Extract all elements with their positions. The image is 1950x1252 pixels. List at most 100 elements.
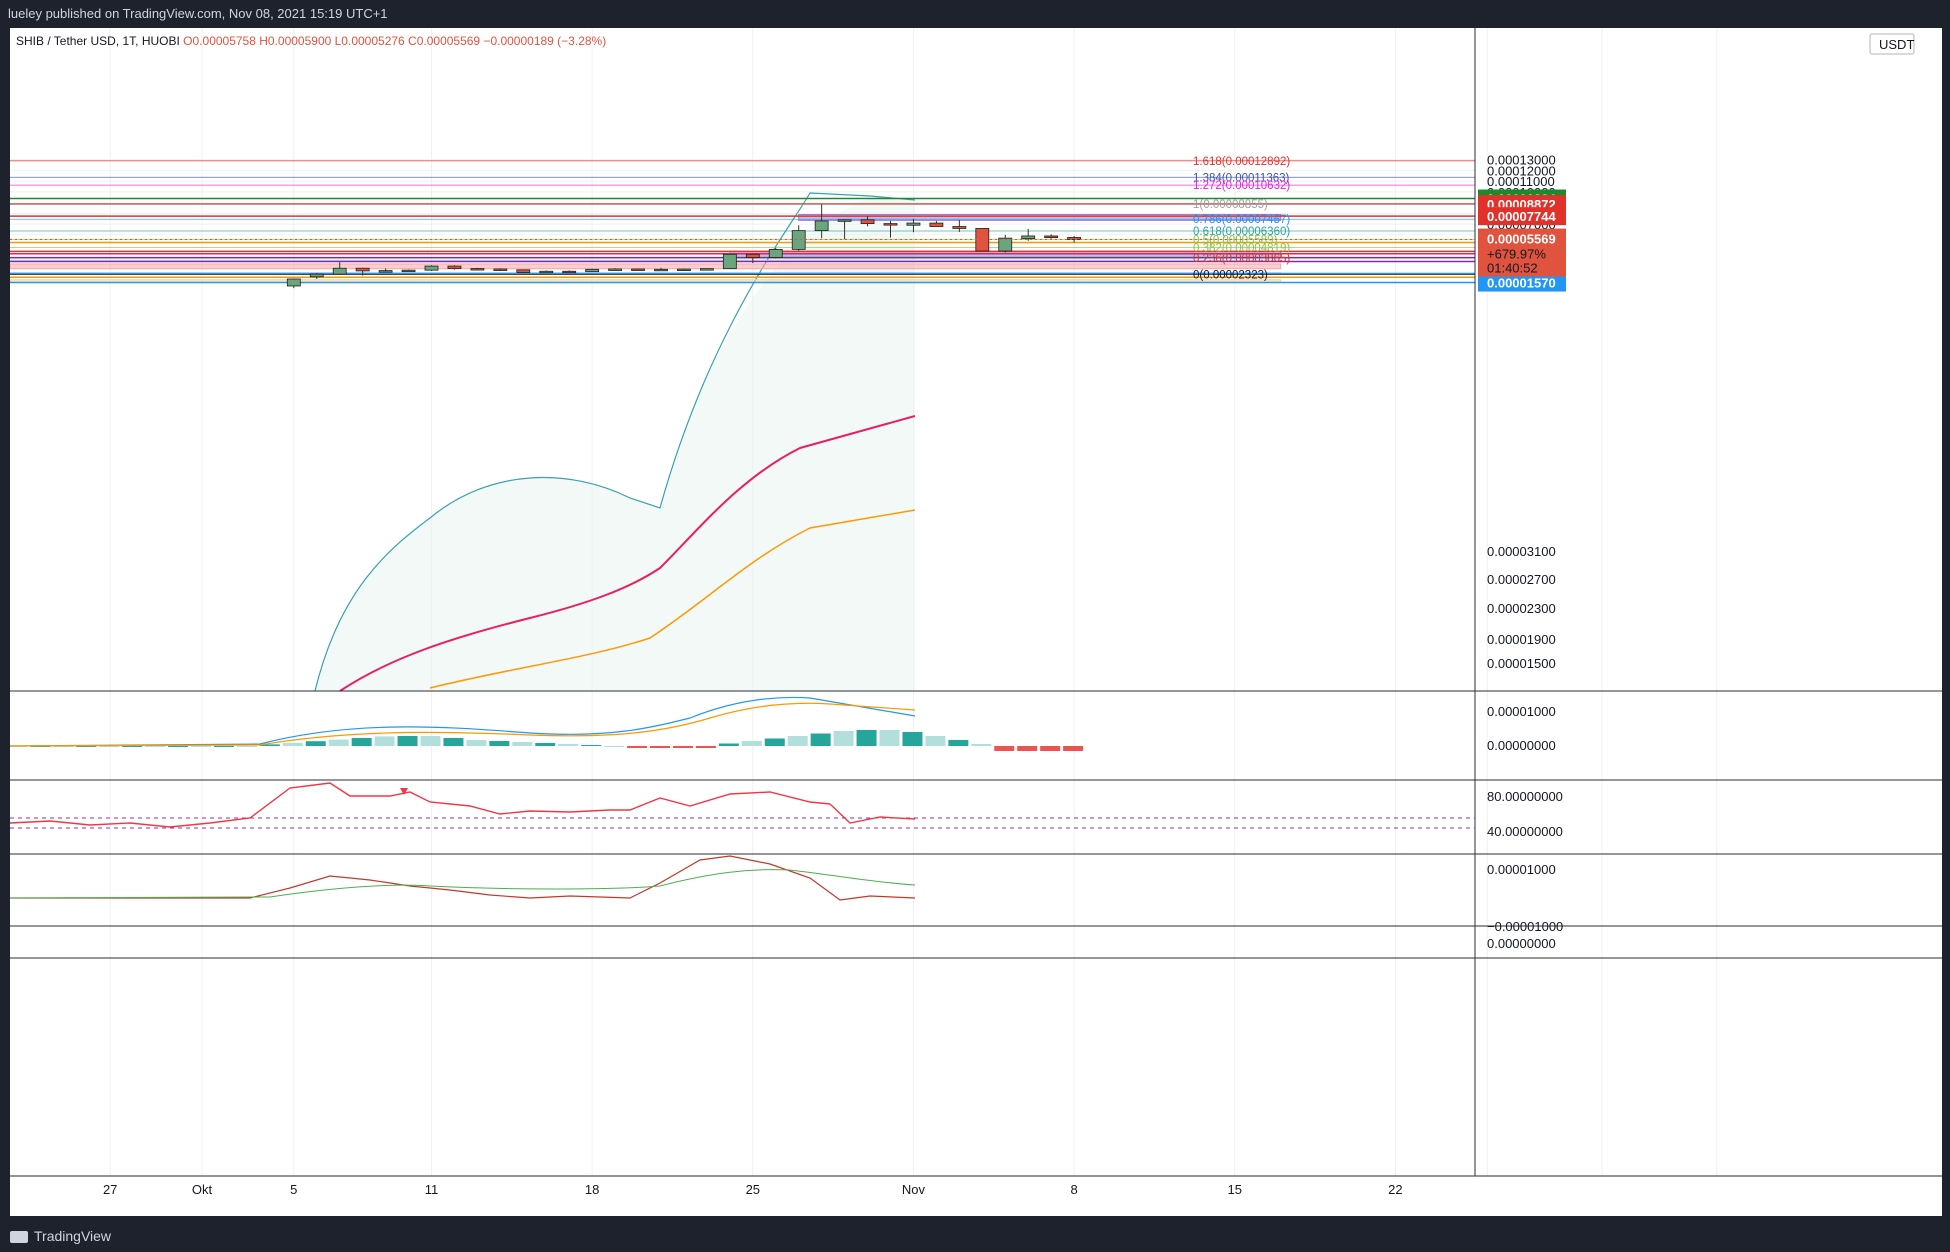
time-tick-label: 15 bbox=[1228, 1182, 1242, 1197]
tradingview-logo[interactable]: TradingView bbox=[10, 1220, 111, 1252]
candle[interactable] bbox=[401, 269, 416, 273]
macd-histogram-bar bbox=[695, 746, 716, 748]
legend-ohlc: O0.00005758 H0.00005900 L0.00005276 C0.0… bbox=[183, 34, 606, 48]
oscillator-signal-line bbox=[10, 869, 916, 899]
fib-label-3: 1(0.00008855) bbox=[1193, 199, 1268, 211]
macd-tick-label: 0.00001000 bbox=[1487, 704, 1556, 719]
fib-label-5: 0.618(0.00006360) bbox=[1193, 226, 1290, 238]
macd-histogram-bar bbox=[1063, 746, 1084, 751]
candle[interactable] bbox=[355, 267, 370, 272]
macd-histogram-bar bbox=[833, 731, 854, 746]
macd-histogram-bar bbox=[879, 730, 900, 746]
candle[interactable] bbox=[700, 268, 714, 271]
candle[interactable] bbox=[286, 278, 301, 287]
fib-label-4: 0.786(0.00007457) bbox=[1193, 214, 1290, 226]
currency-label: USDT bbox=[1879, 37, 1914, 52]
candle[interactable] bbox=[837, 219, 852, 222]
candle[interactable] bbox=[814, 220, 829, 232]
candle[interactable] bbox=[562, 270, 577, 274]
macd-line bbox=[10, 696, 916, 747]
macd-histogram-bar bbox=[489, 741, 510, 746]
macd-histogram-bar bbox=[236, 746, 257, 747]
price-tick-label: 0.00003100 bbox=[1487, 544, 1556, 559]
footer-bar: TradingView bbox=[0, 1220, 1950, 1252]
candle[interactable] bbox=[791, 230, 806, 250]
candle[interactable] bbox=[493, 268, 508, 271]
fib-label-6: 0.5(0.00005589) bbox=[1193, 234, 1278, 246]
macd-histogram-bar bbox=[764, 738, 785, 746]
macd-histogram-bar bbox=[535, 743, 556, 746]
macd-histogram-bar bbox=[581, 745, 602, 746]
time-tick-label: 8 bbox=[1070, 1182, 1077, 1197]
candle[interactable] bbox=[998, 237, 1013, 252]
candle[interactable] bbox=[585, 268, 600, 273]
candle[interactable] bbox=[470, 268, 485, 271]
macd-histogram-bar bbox=[971, 744, 992, 746]
candle[interactable] bbox=[745, 253, 760, 258]
price-tick-label: 0.00001500 bbox=[1487, 656, 1556, 671]
macd-tick-label: 0.00000000 bbox=[1487, 738, 1556, 753]
candle[interactable] bbox=[1044, 235, 1059, 238]
candle[interactable] bbox=[722, 253, 737, 270]
rsi-line bbox=[10, 782, 831, 828]
chart-area[interactable]: 1.618(0.00012892) 1.384(0.00011363) 1.272(… bbox=[10, 28, 1942, 1216]
macd-histogram-bar bbox=[925, 736, 946, 746]
fib-label-7: 0.382(0.00004819) bbox=[1193, 243, 1290, 255]
candle[interactable] bbox=[906, 222, 921, 226]
candle[interactable] bbox=[860, 219, 875, 225]
candle[interactable] bbox=[608, 268, 622, 271]
rsi-tick-label: 80.00000000 bbox=[1487, 789, 1563, 804]
fib-label-2: 1.272(0.00010632) bbox=[1193, 180, 1290, 192]
current-price-timer: 01:40:52 bbox=[1487, 261, 1538, 276]
candle[interactable] bbox=[1021, 235, 1036, 240]
macd-histogram-bar bbox=[856, 730, 877, 746]
macd-histogram-bar bbox=[443, 738, 464, 746]
fib-label-9: 0(0.00002323) bbox=[1193, 269, 1268, 281]
candle[interactable] bbox=[631, 268, 645, 271]
macd-histogram-bar bbox=[374, 736, 395, 746]
candle[interactable] bbox=[677, 268, 691, 271]
macd-histogram-bar bbox=[810, 733, 831, 746]
oscillator-tick-label: 0.00001000 bbox=[1487, 862, 1556, 877]
candle[interactable] bbox=[332, 267, 347, 275]
moving-average-orange bbox=[429, 509, 916, 689]
zone-rect-3 bbox=[10, 263, 1282, 270]
candle[interactable] bbox=[768, 249, 783, 258]
fib-label-1: 1.384(0.00011363) bbox=[1193, 172, 1290, 184]
time-tick-label: 5 bbox=[290, 1182, 297, 1197]
price-tick-label: 0.00001900 bbox=[1487, 632, 1556, 647]
price-chart[interactable]: 1.618(0.00012892) 1.384(0.00011363)1.272(… bbox=[10, 28, 1942, 1216]
published-header: lueley published on TradingView.com, Nov… bbox=[0, 0, 1950, 28]
published-text: lueley published on TradingView.com, Nov… bbox=[8, 6, 388, 21]
macd-histogram-bar bbox=[787, 736, 808, 746]
candle[interactable] bbox=[539, 270, 554, 274]
candle[interactable] bbox=[516, 269, 531, 273]
time-tick-label: 22 bbox=[1388, 1182, 1402, 1197]
tradingview-logo-icon bbox=[10, 1231, 28, 1244]
rsi-marker bbox=[400, 788, 408, 795]
currency-label-box[interactable] bbox=[1869, 33, 1915, 55]
candle[interactable] bbox=[309, 273, 324, 278]
level-badge-label: 0.00001570 bbox=[1487, 276, 1556, 291]
macd-histogram-bar bbox=[1017, 746, 1038, 751]
macd-histogram-bar bbox=[397, 736, 418, 746]
candle[interactable] bbox=[447, 265, 462, 269]
candle[interactable] bbox=[424, 265, 439, 271]
candle[interactable] bbox=[1067, 237, 1081, 240]
macd-histogram-bar bbox=[1040, 746, 1061, 751]
candle[interactable] bbox=[952, 226, 967, 229]
candle[interactable] bbox=[929, 222, 944, 227]
macd-histogram-bar bbox=[948, 740, 969, 746]
macd-histogram-bar bbox=[512, 742, 533, 746]
time-tick-label: 18 bbox=[585, 1182, 599, 1197]
time-tick-label: 25 bbox=[746, 1182, 760, 1197]
macd-histogram-bar bbox=[122, 746, 143, 747]
time-tick-label: Okt bbox=[192, 1182, 213, 1197]
price-tick-label: 0.00002700 bbox=[1487, 572, 1556, 587]
macd-histogram-bar bbox=[145, 746, 166, 747]
candle[interactable] bbox=[654, 268, 668, 272]
price-tick-label: 0.00012000 bbox=[1487, 163, 1556, 178]
candle[interactable] bbox=[378, 270, 393, 273]
macd-histogram-bar bbox=[466, 740, 487, 746]
candle[interactable] bbox=[883, 223, 898, 226]
